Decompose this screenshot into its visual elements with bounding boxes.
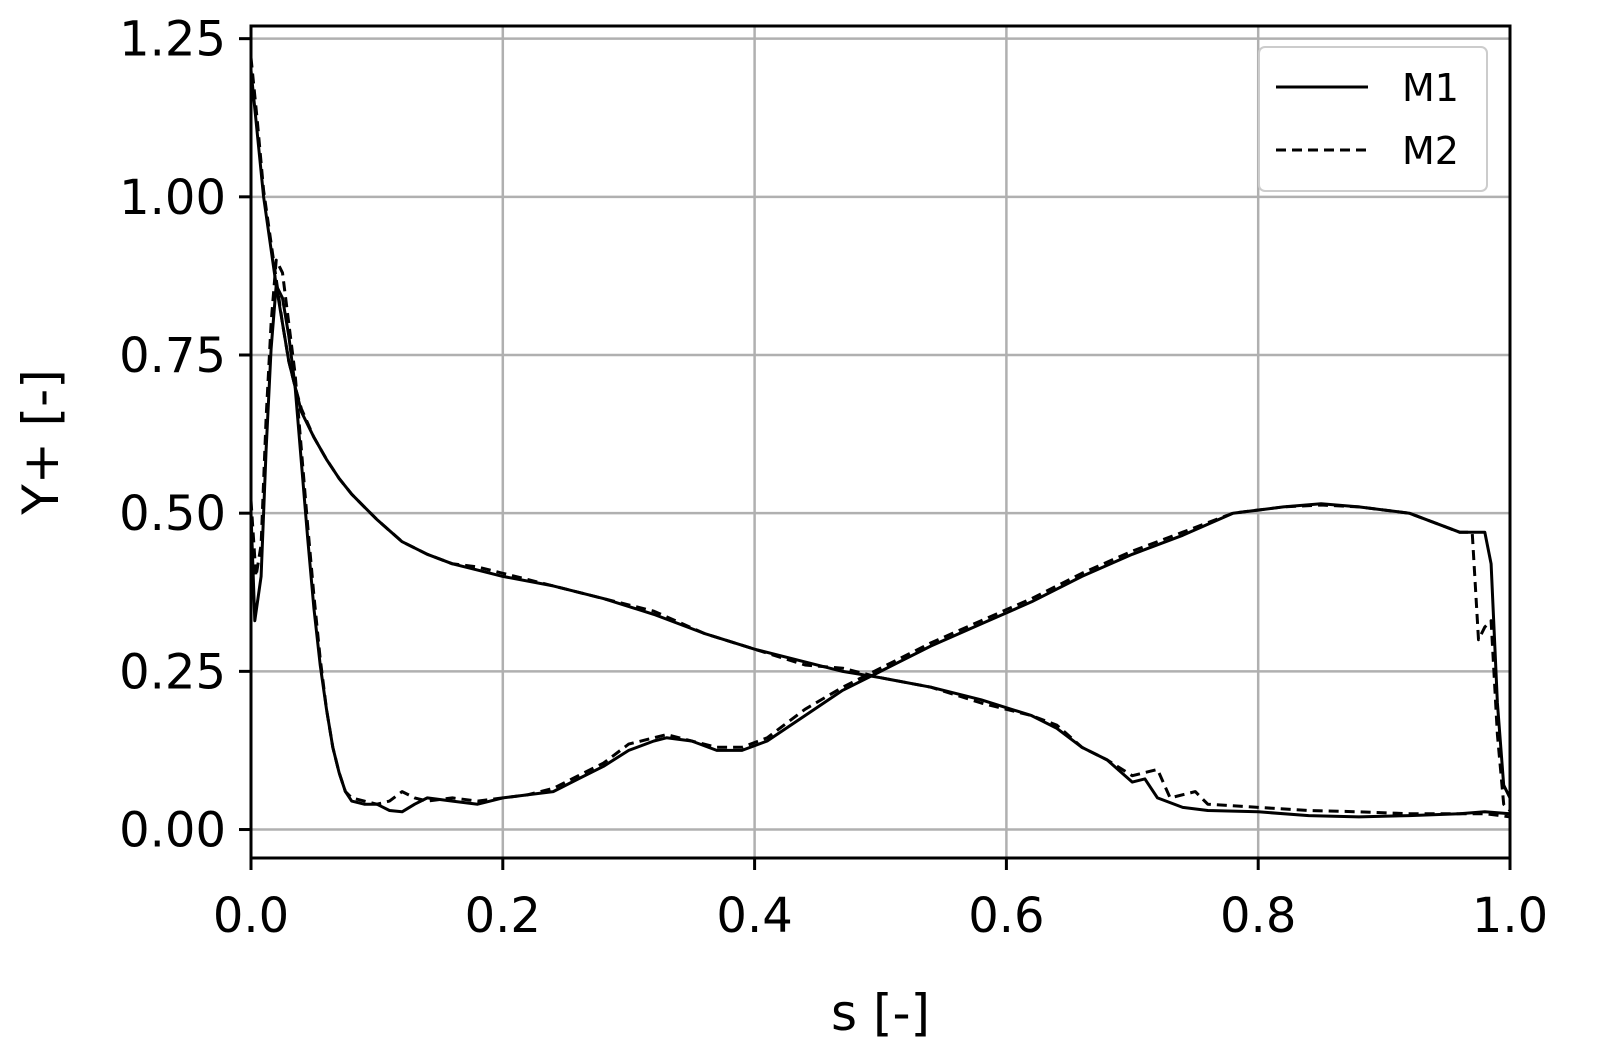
y-axis: 0.00 0.25 0.50 0.75 1.00 1.25 — [119, 12, 251, 859]
legend-label-m1: M1 — [1402, 66, 1459, 110]
x-tick-label: 0.6 — [968, 888, 1044, 944]
x-tick-label: 0.0 — [213, 888, 289, 944]
plot-area — [249, 57, 1512, 819]
x-tick-label: 0.8 — [1220, 888, 1296, 944]
plot-frame — [249, 24, 1512, 860]
x-axis: 0.0 0.2 0.4 0.6 0.8 1.0 — [213, 858, 1548, 944]
legend: M1 M2 — [1258, 46, 1488, 192]
y-axis-label: Y+ [-] — [12, 369, 70, 515]
series-line-m1-2 — [249, 283, 1512, 814]
x-tick-label: 1.0 — [1472, 888, 1548, 944]
y-tick-label: 0.00 — [119, 803, 226, 859]
y-tick-label: 1.25 — [119, 12, 226, 68]
y-tick-label: 0.75 — [119, 328, 226, 384]
x-tick-label: 0.4 — [716, 888, 792, 944]
series-line-m2-2 — [249, 258, 1512, 812]
legend-box — [1258, 46, 1488, 192]
legend-label-m2: M2 — [1402, 129, 1459, 173]
y-tick-label: 1.00 — [119, 170, 226, 226]
x-axis-label: s [-] — [831, 984, 930, 1042]
y-tick-label: 0.50 — [119, 486, 226, 542]
y-tick-label: 0.25 — [119, 644, 226, 700]
x-tick-label: 0.2 — [465, 888, 541, 944]
